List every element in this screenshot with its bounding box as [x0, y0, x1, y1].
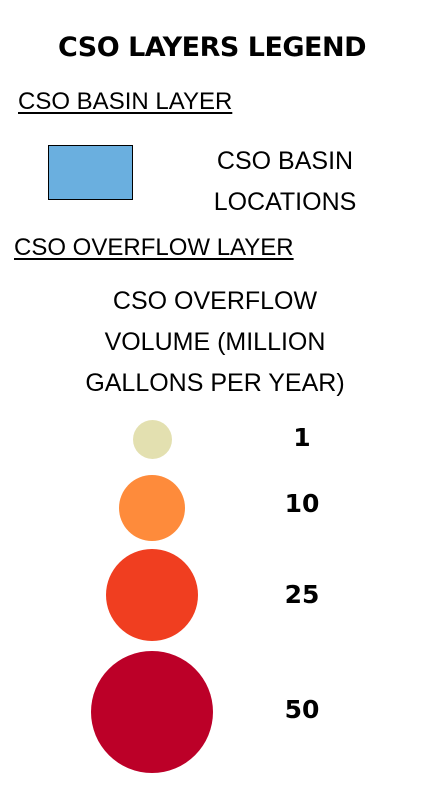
basin-locations-label: CSO BASIN LOCATIONS: [180, 141, 390, 223]
overflow-value-25: 25: [272, 580, 332, 609]
overflow-symbol-50: [91, 651, 213, 773]
overflow-value-10: 10: [272, 489, 332, 518]
basin-layer-heading: CSO BASIN LAYER: [18, 88, 232, 116]
overflow-volume-label: CSO OVERFLOW VOLUME (MILLION GALLONS PER…: [40, 281, 390, 404]
overflow-layer-heading: CSO OVERFLOW LAYER: [14, 234, 294, 262]
overflow-value-50: 50: [272, 695, 332, 724]
overflow-symbol-10: [119, 475, 185, 541]
basin-swatch: [48, 145, 133, 200]
overflow-symbol-25: [106, 549, 198, 641]
overflow-value-1: 1: [272, 423, 332, 452]
legend-title: CSO LAYERS LEGEND: [0, 32, 424, 63]
overflow-symbol-1: [133, 420, 172, 459]
